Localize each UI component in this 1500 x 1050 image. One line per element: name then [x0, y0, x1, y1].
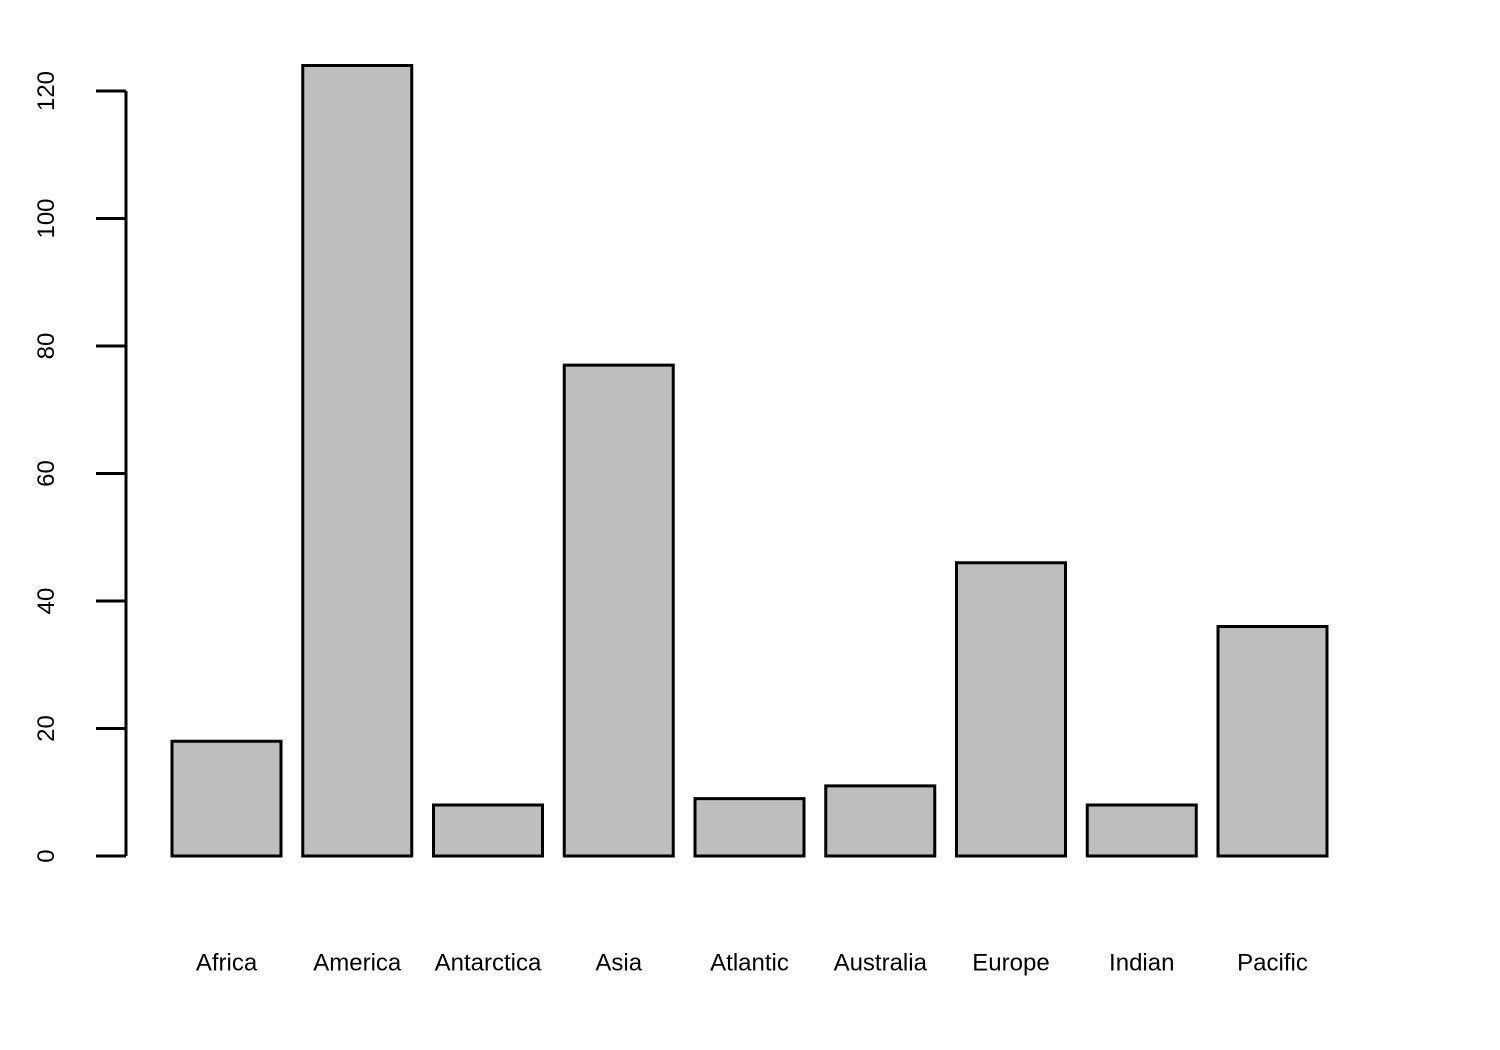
bar-africa — [170, 739, 283, 858]
x-tick-label: Australia — [834, 949, 928, 976]
x-tick-label: Atlantic — [710, 949, 789, 976]
y-tick-label: 100 — [33, 198, 60, 238]
bars-group — [170, 64, 1329, 858]
y-tick-label: 60 — [33, 460, 60, 487]
y-tick-label: 40 — [33, 588, 60, 615]
bar-europe — [955, 561, 1067, 858]
y-tick-label: 20 — [33, 715, 60, 742]
bar-pacific — [1216, 625, 1329, 858]
bar-atlantic — [693, 797, 806, 858]
x-tick-label: Indian — [1109, 949, 1174, 976]
x-tick-label: Pacific — [1237, 949, 1308, 976]
bar-america — [301, 64, 414, 858]
bar-australia — [824, 784, 937, 858]
x-axis-labels: Africa America Antarctica Asia Atlantic Austr… — [196, 949, 1308, 976]
x-tick-label: Antarctica — [435, 949, 542, 976]
bar-antarctica — [432, 803, 544, 858]
bar-indian — [1085, 803, 1198, 858]
x-tick-label: America — [313, 949, 402, 976]
y-axis: 0 20 40 60 80 100 120 — [33, 71, 128, 863]
x-tick-label: Europe — [972, 949, 1049, 976]
x-tick-label: Asia — [595, 949, 642, 976]
y-tick-label: 120 — [33, 71, 60, 111]
bar-asia — [562, 363, 675, 858]
y-tick-label: 0 — [33, 849, 60, 862]
x-tick-label: Africa — [196, 949, 258, 976]
y-tick-label: 80 — [33, 333, 60, 360]
